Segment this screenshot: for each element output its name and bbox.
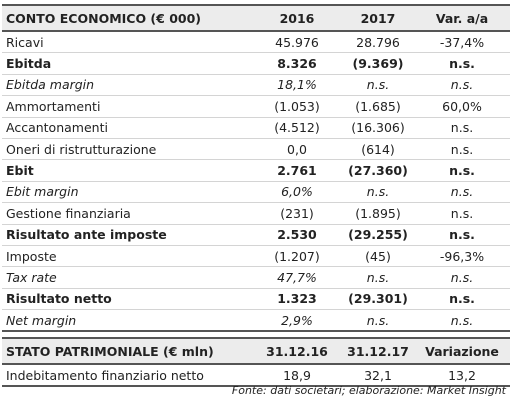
cell-value: 6,0% [252,181,342,204]
cell-value: n.s. [414,74,510,97]
header-row: CONTO ECONOMICO (€ 000) 2016 2017 Var. a/a [2,4,510,32]
row-label: Ammortamenti [2,95,252,118]
cell-value: (1.895) [342,202,414,225]
cell-value: 1.323 [252,288,342,311]
cell-value: 32,1 [342,364,414,388]
cell-value: (1.685) [342,95,414,118]
table-row: Ebitda margin 18,1% n.s. n.s. [2,74,510,97]
row-label: Oneri di ristrutturazione [2,138,252,161]
cell-value: 18,9 [252,364,342,388]
cell-value: (16.306) [342,117,414,139]
cell-value: n.s. [414,288,510,311]
column-header: 2016 [252,4,342,32]
table-body: Indebitamento finanziario netto 18,9 32,1 1… [2,364,510,388]
cell-value: n.s. [342,74,414,97]
column-header: STATO PATRIMONIALE (€ mln) [2,337,252,365]
cell-value: (1.053) [252,95,342,118]
row-label: Indebitamento finanziario netto [2,364,252,388]
table-row: Oneri di ristrutturazione 0,0 (614) n.s. [2,138,510,161]
table-row: Net margin 2,9% n.s. n.s. [2,309,510,333]
header-row: STATO PATRIMONIALE (€ mln) 31.12.16 31.12.… [2,337,510,365]
cell-value: n.s. [414,138,510,161]
cell-value: n.s. [414,202,510,225]
cell-value: (231) [252,202,342,225]
table-row: Indebitamento finanziario netto 18,9 32,1 1… [2,364,510,388]
table-row: Risultato ante imposte 2.530 (29.255) n.s. [2,224,510,246]
column-header: CONTO ECONOMICO (€ 000) [2,4,252,32]
cell-value: n.s. [414,159,510,182]
cell-value: 45.976 [252,31,342,54]
row-label: Ebit [2,159,252,182]
row-label: Accantonamenti [2,117,252,139]
cell-value: (29.301) [342,288,414,311]
row-label: Risultato netto [2,288,252,311]
cell-value: 28.796 [342,31,414,54]
cell-value: (1.207) [252,245,342,268]
cell-value: 2.761 [252,159,342,182]
table-row: Ebitda 8.326 (9.369) n.s. [2,52,510,75]
table-body: Ricavi 45.976 28.796 -37,4% Ebitda 8.326 (9.36… [2,31,510,333]
balance-table: STATO PATRIMONIALE (€ mln) 31.12.16 31.12.… [2,337,510,388]
cell-value: n.s. [414,117,510,139]
table-row: Ricavi 45.976 28.796 -37,4% [2,31,510,54]
table-row: Imposte (1.207) (45) -96,3% [2,245,510,268]
cell-value: 47,7% [252,266,342,289]
row-label: Tax rate [2,266,252,289]
cell-value: n.s. [414,266,510,289]
column-header: Var. a/a [414,4,510,32]
column-header: 31.12.17 [342,337,414,365]
table-row: Accantonamenti (4.512) (16.306) n.s. [2,117,510,139]
row-label: Ebitda margin [2,74,252,97]
cell-value: (614) [342,138,414,161]
column-header: Variazione [414,337,510,365]
cell-value: 13,2 [414,364,510,388]
table-row: Ebit margin 6,0% n.s. n.s. [2,181,510,204]
cell-value: n.s. [414,309,510,333]
cell-value: 0,0 [252,138,342,161]
cell-value: (29.255) [342,224,414,246]
cell-value: n.s. [414,224,510,246]
cell-value: 2,9% [252,309,342,333]
cell-value: -96,3% [414,245,510,268]
income-table: CONTO ECONOMICO (€ 000) 2016 2017 Var. a/a … [2,4,510,333]
column-header: 31.12.16 [252,337,342,365]
cell-value: (4.512) [252,117,342,139]
column-header: 2017 [342,4,414,32]
row-label: Ebitda [2,52,252,75]
cell-value: n.s. [342,181,414,204]
cell-value: n.s. [342,309,414,333]
table-row: Gestione finanziaria (231) (1.895) n.s. [2,202,510,225]
cell-value: (9.369) [342,52,414,75]
cell-value: (27.360) [342,159,414,182]
cell-value: (45) [342,245,414,268]
row-label: Ebit margin [2,181,252,204]
cell-value: n.s. [414,181,510,204]
cell-value: n.s. [414,52,510,75]
table-row: Tax rate 47,7% n.s. n.s. [2,266,510,289]
row-label: Net margin [2,309,252,333]
cell-value: 60,0% [414,95,510,118]
cell-value: 18,1% [252,74,342,97]
table-row: Risultato netto 1.323 (29.301) n.s. [2,288,510,311]
cell-value: 2.530 [252,224,342,246]
row-label: Gestione finanziaria [2,202,252,225]
table-row: Ammortamenti (1.053) (1.685) 60,0% [2,95,510,118]
cell-value: -37,4% [414,31,510,54]
cell-value: n.s. [342,266,414,289]
table-row: Ebit 2.761 (27.360) n.s. [2,159,510,182]
row-label: Ricavi [2,31,252,54]
cell-value: 8.326 [252,52,342,75]
source-note: Fonte: dati societari; elaborazione: Mar… [231,384,506,397]
row-label: Risultato ante imposte [2,224,252,246]
row-label: Imposte [2,245,252,268]
